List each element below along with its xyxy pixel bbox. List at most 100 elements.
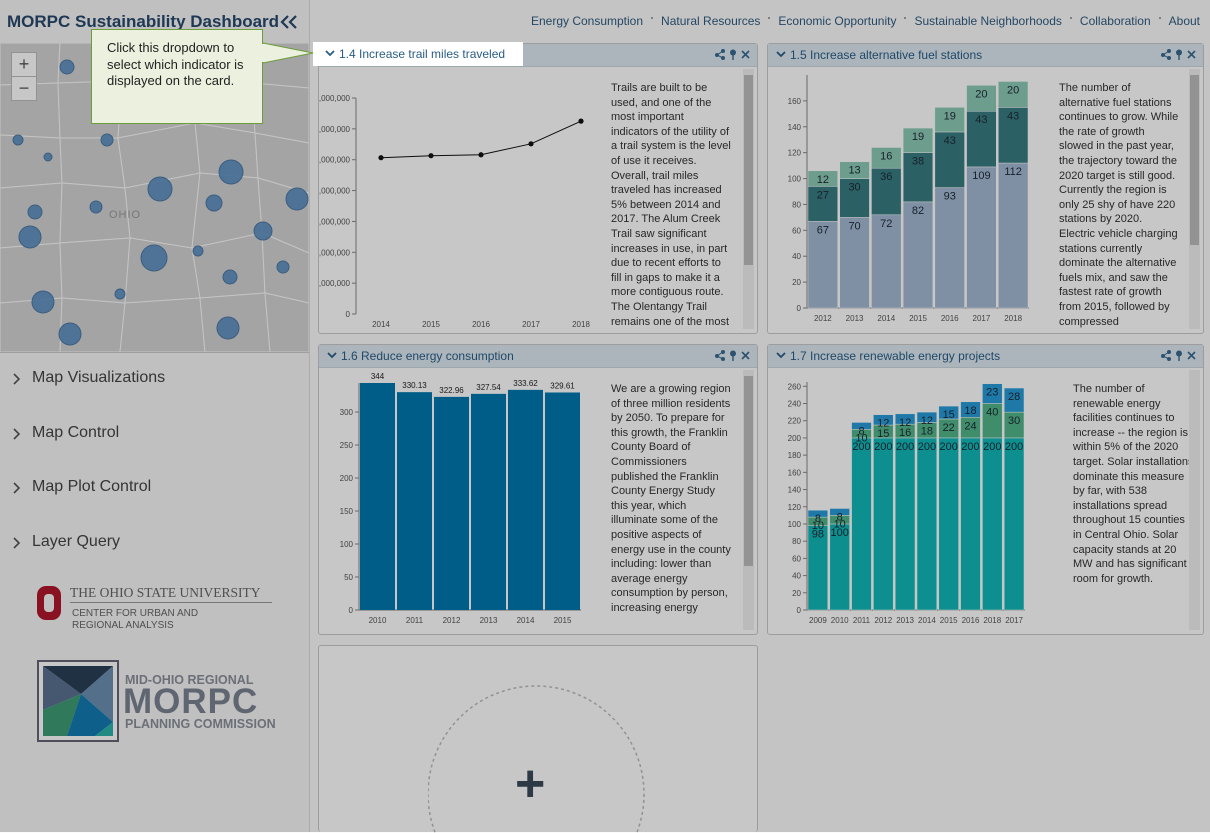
close-line [741,351,750,360]
add-card-plus[interactable]: + [515,755,546,813]
share-icon[interactable] [715,49,725,60]
nav-link[interactable]: Energy Consumption [530,14,644,28]
share-icon[interactable] [715,350,725,361]
chart: 0204060801001201401602012672712201370301… [788,75,1029,323]
x-tick-label: 2015 [940,616,958,625]
point [428,153,434,159]
scrollbar[interactable] [1189,370,1200,630]
indicator-card: 1.4 Increase trail miles traveled Trails … [313,42,758,334]
pin-icon[interactable] [1176,350,1182,362]
scroll-thumb[interactable] [744,376,753,566]
share-line [716,50,724,59]
menu-item[interactable]: Map Control [0,417,309,472]
segment-label: 67 [817,224,829,236]
y-tick-label: 200 [340,474,354,483]
bar-segment [998,107,1029,164]
indicator-dropdown[interactable]: 1.6 Reduce energy consumption [323,347,518,365]
segment-label: 19 [944,110,956,122]
x-tick-label: 2012 [443,616,461,625]
bar [434,396,469,610]
segment-label: 82 [912,205,924,217]
indicator-card: 1.6 Reduce energy consumption We are a gr… [318,344,758,635]
segment-label: 72 [880,218,892,230]
collapse-button[interactable] [280,14,298,30]
indicator-dropdown[interactable]: 1.4 Increase trail miles traveled [313,42,524,66]
pin-icon[interactable] [1176,49,1182,61]
share-icon[interactable] [1161,49,1171,60]
bar-segment [1003,387,1025,413]
nav-link[interactable]: About [1168,14,1200,28]
scrollbar[interactable] [743,370,754,630]
x-tick-label: 2013 [480,616,498,625]
y-tick-label: 6,000,000 [319,217,351,226]
indicator-dropdown[interactable]: 1.7 Increase renewable energy projects [772,347,1004,365]
card-icons [1161,350,1196,362]
y-tick-label: 60 [792,554,801,563]
x-tick-label: 2018 [572,320,590,329]
menu-item[interactable]: Map Visualizations [0,362,309,417]
y-tick-label: 80 [792,200,801,209]
chevron-line [13,482,21,494]
segment-label: 16 [899,427,911,439]
point [478,152,484,158]
scrollbar[interactable] [1189,69,1200,329]
nav-link[interactable]: Sustainable Neighborhoods [914,14,1062,28]
segment-label: 109 [972,170,990,182]
pin-icon[interactable] [730,49,736,61]
menu-item[interactable]: Map Plot Control [0,471,309,526]
bar [360,383,395,610]
indicator-dropdown[interactable]: 1.5 Increase alternative fuel stations [772,46,986,64]
bar-segment [934,187,965,309]
x-tick-label: 2012 [814,314,832,323]
nav-link[interactable]: Collaboration [1079,14,1151,28]
share-line [1162,50,1170,59]
chevron [13,482,21,494]
menu-label: Map Visualizations [32,369,166,386]
chevron-line [13,373,21,385]
card-title-text: 1.7 Increase renewable energy projects [790,349,1001,363]
zoom-out[interactable]: − [11,76,37,101]
menu-item[interactable]: Layer Query [0,526,309,581]
add-card[interactable]: + [318,645,758,833]
close-icon[interactable] [741,50,750,59]
segment-label: 27 [817,189,829,201]
nav-link[interactable]: Natural Resources [661,14,761,28]
bar-segment [960,401,981,418]
segment-label: 12 [817,174,829,186]
close-icon[interactable] [741,351,750,360]
segment-label: 19 [912,131,924,143]
bar-segment [966,85,997,112]
segment-label: 8 [815,513,821,525]
scrollbar[interactable] [743,69,754,329]
pin-icon[interactable] [730,350,736,362]
close-icon[interactable] [1187,50,1196,59]
segment-label: 70 [848,220,860,232]
map[interactable]: OHIO + − [0,42,310,353]
osu-name: THE OHIO STATE UNIVERSITY [70,585,272,603]
point [578,118,584,124]
nav-link[interactable]: Economic Opportunity [778,14,897,28]
scroll-thumb[interactable] [1190,75,1199,245]
segment-label: 200 [896,441,914,453]
caret-line [776,51,786,58]
chevron [13,427,21,440]
segment-label: 30 [848,182,860,194]
bar [471,393,506,610]
bar-segment [839,161,870,179]
bar-segment [998,81,1029,108]
app-title: MORPC Sustainability Dashboard [7,12,280,31]
card-header: 1.7 Increase renewable energy projects [768,345,1203,368]
card-title-text: 1.4 Increase trail miles traveled [339,47,506,61]
y-tick-label: 8,000,000 [319,187,351,196]
scroll-thumb[interactable] [744,75,753,265]
segment-label: 10 [834,518,846,530]
dropdown-caret [327,352,337,359]
y-tick-label: 4,000,000 [319,248,351,257]
share-icon[interactable] [1161,350,1171,361]
segment-label: 200 [918,441,936,453]
close-icon[interactable] [1187,351,1196,360]
segment-label: 112 [1004,166,1022,178]
y-tick-label: 160 [788,468,802,477]
y-tick-label: 250 [340,441,354,450]
